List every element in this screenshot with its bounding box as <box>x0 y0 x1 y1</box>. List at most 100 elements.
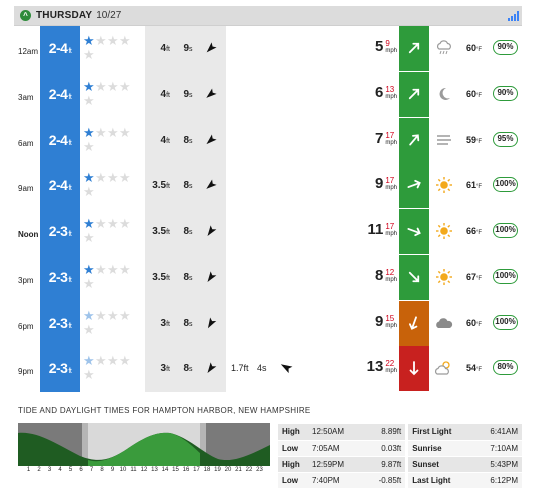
swell-height: 3ft <box>160 317 170 329</box>
star-icon: ★ <box>83 275 95 291</box>
forecast-row[interactable]: 9am 2-4ft ★ ★ ★ ★ ★ 3.5ft 8s 9 17 mph 61°F 10… <box>0 163 533 209</box>
wind-gust: 15 <box>385 313 395 323</box>
star-icon: ★ <box>119 170 131 186</box>
surf-rating: ★ ★ ★ ★ ★ <box>83 309 135 339</box>
temperature: 60°F <box>466 317 483 328</box>
swell-period: 8s <box>183 134 193 146</box>
star-icon: ★ <box>107 170 119 186</box>
day-name: THURSDAY <box>36 10 93 21</box>
forecast-row[interactable]: 3am 2-4ft ★ ★ ★ ★ ★ 4ft 9s 6 13 mph 60°F 90% <box>0 71 533 117</box>
surf-height: 2-3ft <box>48 268 72 285</box>
forecast-row[interactable]: 9pm 2-3ft ★ ★ ★ ★ ★ 3ft 8s 1.7ft 4s 13 22 mph… <box>0 346 533 392</box>
surf-rating: ★ ★ ★ ★ ★ <box>83 171 135 201</box>
star-icon: ★ <box>107 353 119 369</box>
swell-direction-icon <box>206 179 217 190</box>
probability-badge: 100% <box>493 223 518 238</box>
daylight-time: 5:43PM <box>473 456 522 473</box>
star-icon: ★ <box>95 78 107 94</box>
tide-hour-label: 3 <box>47 467 52 473</box>
forecast-row[interactable]: 12am 2-4ft ★ ★ ★ ★ ★ 4ft 9s 5 9 mph 60°F 90% <box>0 26 533 71</box>
tide-hour-label: 5 <box>68 467 73 473</box>
swell-height: 3.5ft <box>152 180 170 192</box>
probability-badge: 90% <box>493 85 518 101</box>
surf-column <box>40 26 80 392</box>
surf-rating: ★ ★ ★ ★ ★ <box>83 80 135 110</box>
star-icon: ★ <box>83 138 95 154</box>
wind-gust: 17 <box>385 176 395 186</box>
tide-height: 0.03ft <box>363 440 406 457</box>
swell-period: 9s <box>183 88 193 100</box>
tide-height: 8.89ft <box>363 424 406 441</box>
tide-hour-label: 22 <box>245 467 253 473</box>
surf-height: 2-4ft <box>48 40 72 56</box>
swell-period: 8s <box>183 317 193 329</box>
collapse-icon[interactable]: ^ <box>20 10 31 21</box>
forecast-row[interactable]: Noon 2-3ft ★ ★ ★ ★ ★ 3.5ft 8s 11 17 mph 66°F … <box>0 209 533 254</box>
wind-speed: 7 17 mph <box>374 129 397 147</box>
star-icon: ★ <box>83 33 95 48</box>
star-icon: ★ <box>83 353 95 369</box>
row-time: Noon <box>18 230 39 239</box>
tide-hour-label: 20 <box>224 467 232 473</box>
swell-period: 8s <box>183 363 193 375</box>
temperature: 60°F <box>466 88 483 99</box>
swell-height: 4ft <box>160 88 170 100</box>
wind-direction-cell <box>399 117 429 163</box>
tide-height: 9.87ft <box>363 456 406 473</box>
swell-direction-icon <box>207 271 217 282</box>
daylight-label: First Light <box>408 424 474 441</box>
tide-time: 12:59PM <box>308 456 364 473</box>
tide-chart <box>18 423 270 466</box>
tide-table-row: High 12:50AM 8.89ft First Light 6:41AM <box>278 424 522 441</box>
swell-direction-icon <box>207 316 217 328</box>
tide-type: High <box>278 424 308 441</box>
daylight-time: 7:10AM <box>473 440 522 457</box>
tide-hour-label: 1 <box>26 467 31 473</box>
row-time: 6am <box>18 138 34 148</box>
star-icon: ★ <box>83 230 95 245</box>
tide-table-row: Low 7:05AM 0.03ft Sunrise 7:10AM <box>278 440 522 457</box>
day-header[interactable]: ^ THURSDAY 10/27 <box>14 6 522 26</box>
wind-gust: 17 <box>385 130 395 140</box>
wind-direction-icon <box>407 180 421 189</box>
temperature: 60°F <box>466 43 483 53</box>
cloud-rain-icon <box>436 40 451 55</box>
swell-direction-icon <box>207 225 217 237</box>
wind-direction-cell <box>399 163 429 209</box>
star-icon: ★ <box>119 78 131 94</box>
secondary-swell-direction-icon <box>280 364 293 374</box>
star-icon: ★ <box>95 261 107 277</box>
tide-hour-label: 4 <box>58 467 62 473</box>
swell-height: 3ft <box>160 363 170 375</box>
tide-type: Low <box>278 472 308 489</box>
surf-height: 2-3ft <box>48 314 72 331</box>
forecast-row[interactable]: 6am 2-4ft ★ ★ ★ ★ ★ 4ft 8s 7 17 mph 59°F 95% <box>0 117 533 163</box>
star-icon: ★ <box>83 321 95 337</box>
forecast-row[interactable]: 3pm 2-3ft ★ ★ ★ ★ ★ 3.5ft 8s 8 12 mph 67°F 10… <box>0 254 533 300</box>
row-time: 3pm <box>18 275 34 285</box>
surf-height: 2-3ft <box>48 223 72 239</box>
wind-direction-icon <box>407 227 421 237</box>
wind-direction-icon <box>409 361 419 376</box>
star-icon: ★ <box>83 170 95 186</box>
probability-badge: 80% <box>493 360 518 376</box>
wind-speed: 9 17 mph <box>374 175 397 193</box>
fog-icon <box>437 134 451 145</box>
tide-hour-label: 16 <box>182 467 190 473</box>
temperature: 66°F <box>466 226 483 236</box>
tide-hour-label: 10 <box>119 467 127 473</box>
secondary-swell-period: 4s <box>257 363 267 374</box>
tide-type: Low <box>278 440 308 457</box>
surf-rating: ★ ★ ★ ★ ★ <box>83 263 135 293</box>
probability-badge: 95% <box>493 131 518 147</box>
surf-height: 2-3ft <box>48 360 72 377</box>
forecast-row[interactable]: 6pm 2-3ft ★ ★ ★ ★ ★ 3ft 8s 9 15 mph 60°F 100% <box>0 300 533 346</box>
probability-badge: 100% <box>493 314 518 330</box>
star-icon: ★ <box>119 216 131 231</box>
star-icon: ★ <box>119 353 131 369</box>
swell-direction-icon <box>206 88 217 98</box>
row-time: 3am <box>18 92 34 102</box>
row-time: 6pm <box>18 321 34 331</box>
wind-direction-cell <box>399 209 429 254</box>
wind-speed: 5 9 mph <box>374 38 397 55</box>
